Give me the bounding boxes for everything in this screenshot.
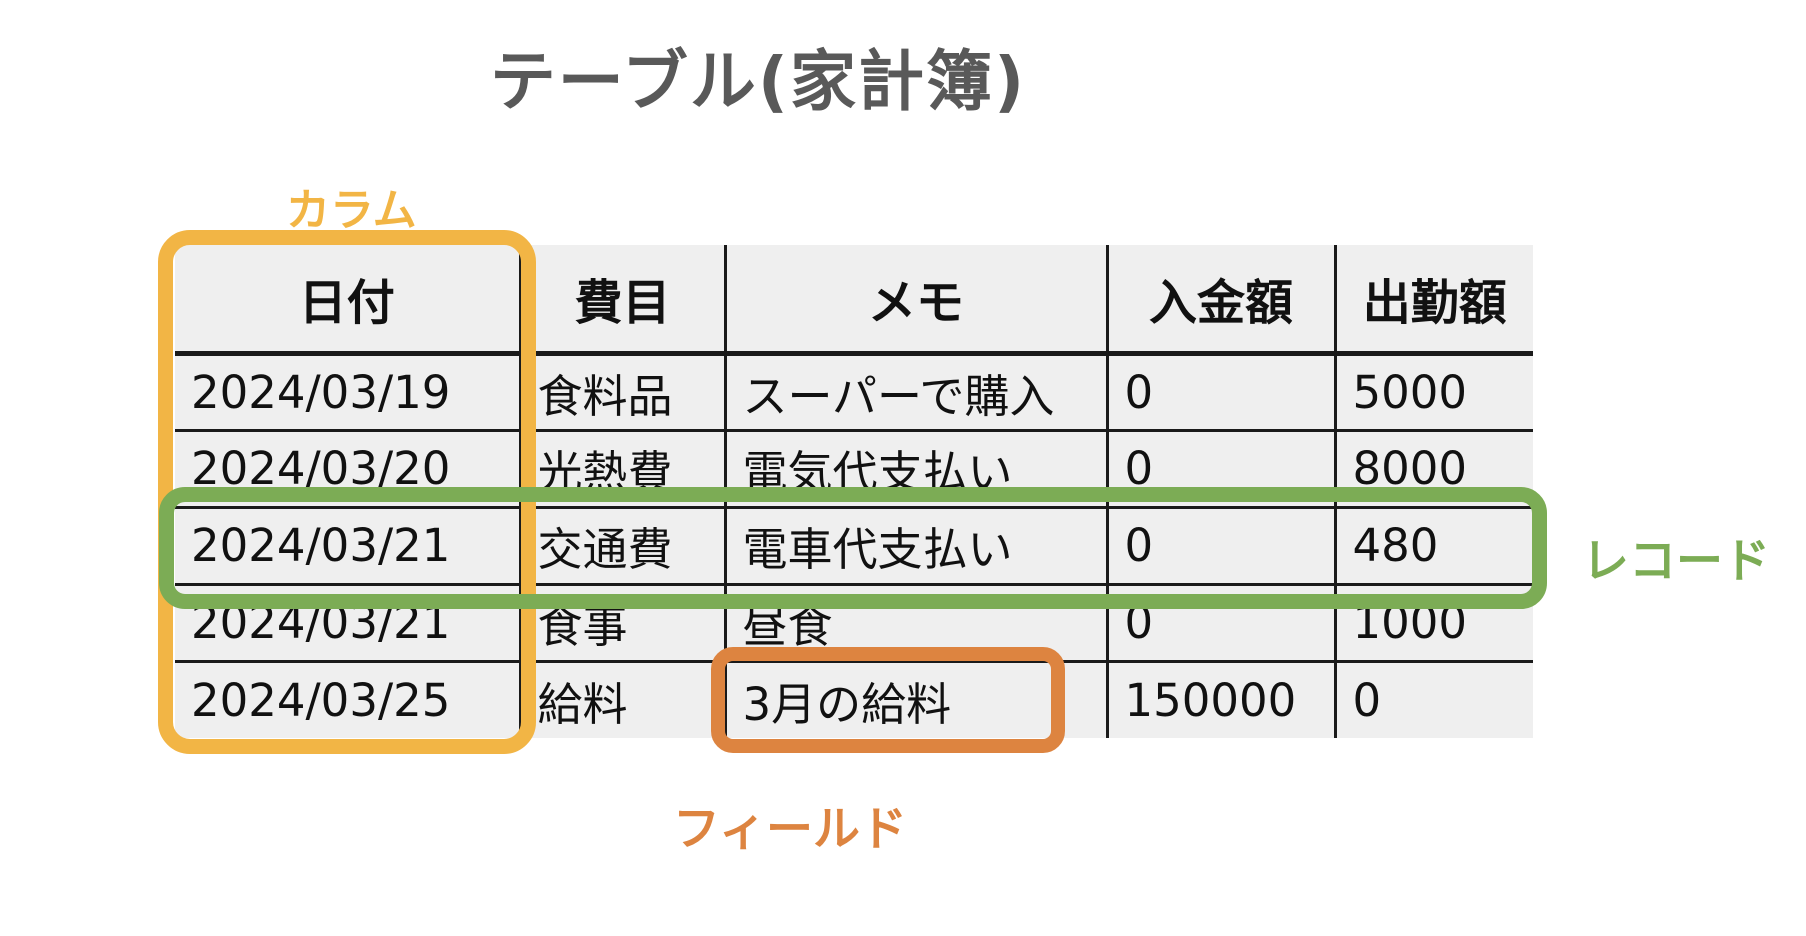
column-header: メモ <box>723 245 1109 356</box>
table-cell: 交通費 <box>518 505 727 586</box>
table-cell: 給料 <box>518 659 727 738</box>
table-cell: 5000 <box>1333 351 1533 432</box>
column-header: 出勤額 <box>1333 245 1533 356</box>
table-row: 2024/03/19 食料品 スーパーで購入 0 5000 <box>175 351 1533 432</box>
column-header: 入金額 <box>1105 245 1337 356</box>
column-annotation-label: カラム <box>286 185 417 236</box>
table-cell: 2024/03/21 <box>175 505 522 586</box>
table-cell: 3月の給料 <box>723 659 1109 738</box>
table-cell: 0 <box>1105 505 1337 586</box>
table-row: 2024/03/21 交通費 電車代支払い 0 480 <box>175 505 1533 586</box>
column-header: 日付 <box>175 245 522 356</box>
field-annotation-label: フィールド <box>672 802 908 857</box>
table-cell: 0 <box>1105 351 1337 432</box>
table-cell: 0 <box>1333 659 1533 738</box>
record-highlight-box <box>159 487 1547 609</box>
record-annotation-label: レコード <box>1582 534 1770 589</box>
column-highlight-box <box>158 230 536 754</box>
table-cell: 150000 <box>1105 659 1337 738</box>
table-header-row: 日付 費目 メモ 入金額 出勤額 <box>175 245 1533 356</box>
table-header: 日付 費目 メモ 入金額 出勤額 <box>175 245 1533 356</box>
table-cell: 2024/03/25 <box>175 659 522 738</box>
column-header: 費目 <box>518 245 727 356</box>
table-cell: 食料品 <box>518 351 727 432</box>
table-row: 2024/03/25 給料 3月の給料 150000 0 <box>175 659 1533 738</box>
field-highlight-box <box>711 647 1065 753</box>
table-cell: スーパーで購入 <box>723 351 1109 432</box>
table-cell: 電車代支払い <box>723 505 1109 586</box>
table-cell: 480 <box>1333 505 1533 586</box>
page-title: テーブル(家計簿) <box>489 43 1027 120</box>
table-cell: 2024/03/19 <box>175 351 522 432</box>
